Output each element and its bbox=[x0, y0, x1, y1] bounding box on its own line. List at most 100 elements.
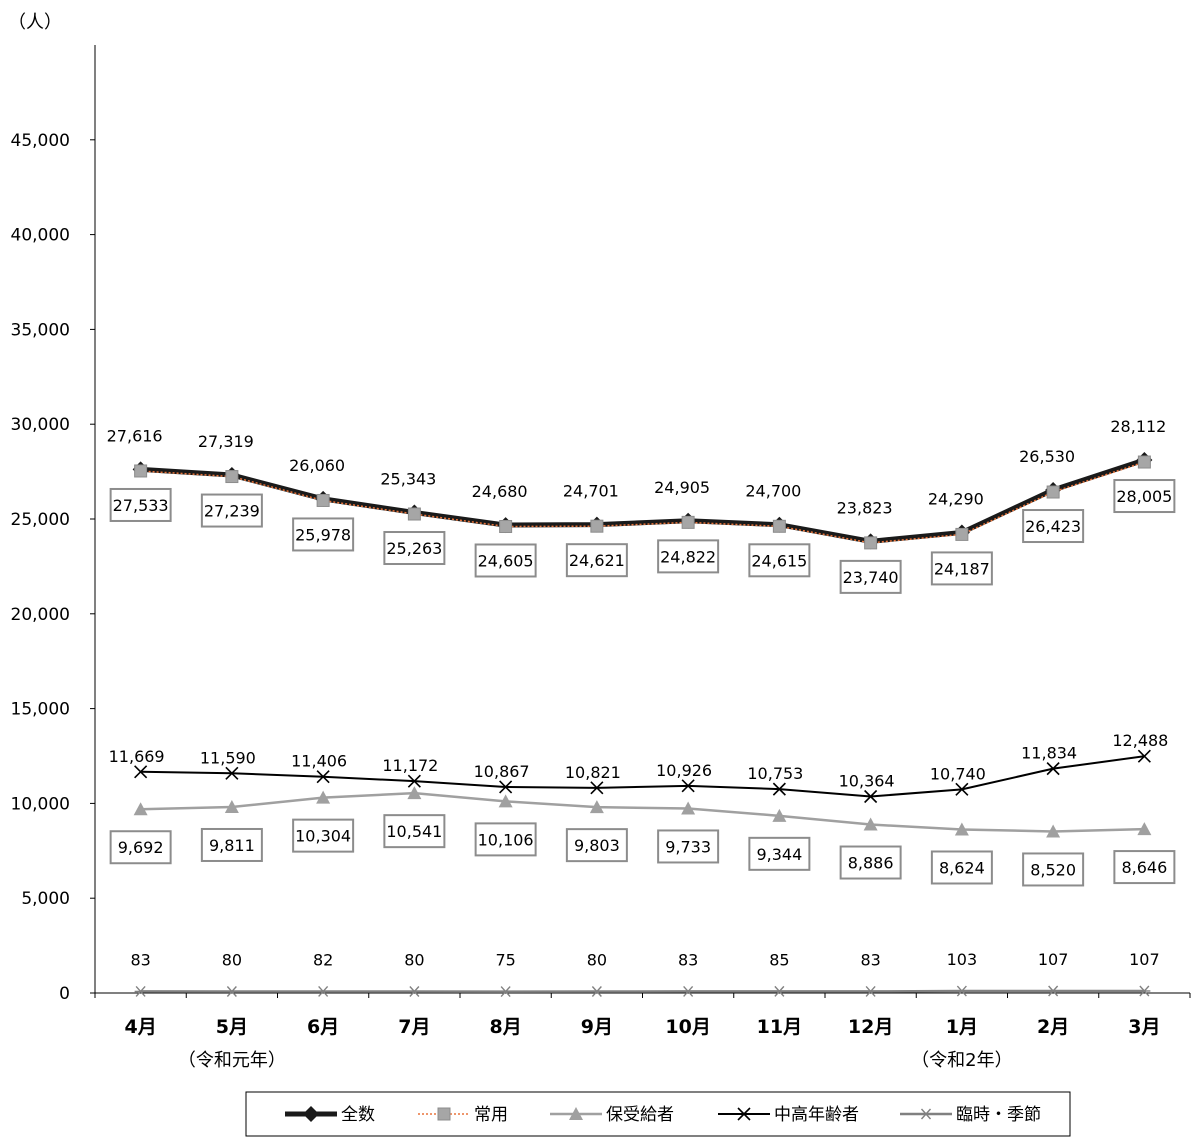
data-point bbox=[955, 985, 968, 997]
y-tick-label: 10,000 bbox=[11, 794, 70, 814]
x-tick-label: 10月 bbox=[665, 1016, 710, 1038]
data-point bbox=[408, 986, 421, 997]
data-point bbox=[864, 789, 878, 804]
data-label-boxed: 24,187 bbox=[930, 551, 993, 586]
data-label: 10,304 bbox=[295, 827, 351, 846]
x-tick-label: 6月 bbox=[307, 1016, 339, 1038]
legend-label: 保受給者 bbox=[606, 1105, 674, 1125]
data-point bbox=[225, 986, 238, 997]
series-layer bbox=[132, 451, 1153, 998]
data-label-boxed: 25,978 bbox=[292, 517, 355, 552]
y-tick-label: 35,000 bbox=[11, 320, 70, 340]
data-label: 11,172 bbox=[382, 756, 438, 775]
data-label-boxed: 9,692 bbox=[109, 830, 172, 865]
series-line bbox=[140, 989, 1145, 993]
data-point bbox=[407, 774, 421, 788]
data-label-boxed: 9,344 bbox=[748, 836, 811, 871]
data-label: 8,886 bbox=[848, 854, 894, 873]
data-point bbox=[499, 986, 512, 998]
data-label: 10,867 bbox=[474, 762, 530, 781]
data-label-boxed: 8,520 bbox=[1022, 852, 1085, 887]
x-axis: 4月 5月 6月 7月 8月 9月 10月 11月 12月 1月 2月 3月 （令和元年） （令和2年） bbox=[94, 992, 1191, 1071]
legend-marker bbox=[737, 1107, 751, 1121]
data-label: 28,112 bbox=[1110, 417, 1166, 436]
data-label: 23,740 bbox=[843, 568, 899, 587]
y-unit-label: （人） bbox=[8, 12, 62, 33]
data-label: 80 bbox=[404, 950, 424, 969]
data-label: 28,005 bbox=[1116, 487, 1172, 506]
data-point bbox=[590, 986, 603, 997]
legend-item: 臨時・季節 bbox=[900, 1105, 1041, 1125]
data-label: 10,753 bbox=[747, 764, 803, 783]
data-point bbox=[1137, 455, 1151, 469]
data-label-boxed: 28,005 bbox=[1113, 479, 1176, 514]
data-label-boxed: 24,615 bbox=[748, 543, 811, 578]
data-label: 75 bbox=[495, 951, 515, 970]
data-point bbox=[316, 790, 331, 804]
data-label-boxed: 10,106 bbox=[474, 822, 537, 857]
data-point bbox=[682, 985, 695, 997]
series-line bbox=[140, 457, 1146, 544]
y-tick-label: 20,000 bbox=[11, 605, 70, 625]
data-label: 83 bbox=[130, 950, 150, 969]
legend: 全数 常用 保受給者 中高年齢者 臨時・季節 bbox=[245, 1091, 1071, 1137]
x-tick-label: 11月 bbox=[757, 1016, 802, 1038]
data-label: 11,834 bbox=[1021, 744, 1077, 763]
data-label-boxed: 8,646 bbox=[1113, 850, 1176, 885]
data-point bbox=[498, 794, 513, 808]
data-point bbox=[316, 493, 330, 507]
x-tick-label: 9月 bbox=[581, 1016, 613, 1038]
data-label-boxed: 23,740 bbox=[839, 559, 902, 594]
data-label: 10,364 bbox=[839, 771, 895, 790]
series-保受給者 bbox=[133, 786, 1152, 838]
series-line bbox=[140, 755, 1145, 798]
data-point bbox=[1046, 485, 1060, 499]
data-label: 9,692 bbox=[118, 838, 164, 857]
data-point bbox=[224, 799, 239, 813]
legend-item: 中高年齢者 bbox=[718, 1105, 859, 1125]
data-point bbox=[407, 786, 422, 800]
data-point bbox=[1138, 985, 1151, 997]
data-label: 85 bbox=[769, 950, 789, 969]
data-point bbox=[407, 507, 421, 521]
series-臨時・季節 bbox=[134, 985, 1151, 998]
y-tick-label: 25,000 bbox=[11, 510, 70, 530]
series-常用 bbox=[134, 455, 1151, 550]
data-point bbox=[499, 519, 513, 533]
data-labels: 27,616 27,319 26,060 25,343 24,680 24,701 24,9… bbox=[107, 417, 1176, 970]
data-label-boxed: 24,621 bbox=[565, 543, 628, 578]
data-point bbox=[772, 782, 786, 796]
data-label: 11,669 bbox=[109, 747, 165, 766]
data-label: 25,343 bbox=[380, 469, 436, 488]
data-point bbox=[681, 801, 696, 815]
legend-marker bbox=[437, 1107, 451, 1121]
legend-marker bbox=[303, 1106, 319, 1122]
legend-label: 全数 bbox=[341, 1105, 375, 1125]
data-point bbox=[134, 765, 148, 779]
data-label: 83 bbox=[860, 950, 880, 969]
data-label-boxed: 24,822 bbox=[657, 539, 720, 574]
data-point bbox=[499, 780, 513, 794]
data-point bbox=[864, 985, 877, 997]
data-point bbox=[681, 515, 695, 529]
data-label: 107 bbox=[1038, 950, 1069, 969]
data-label: 25,978 bbox=[295, 525, 351, 544]
legend-label: 臨時・季節 bbox=[956, 1105, 1041, 1125]
x-tick-label: 1月 bbox=[946, 1016, 978, 1038]
data-point bbox=[955, 527, 969, 541]
series-line bbox=[140, 791, 1145, 833]
data-label: 27,319 bbox=[198, 432, 254, 451]
data-label: 26,530 bbox=[1019, 447, 1075, 466]
legend-item: 常用 bbox=[418, 1105, 508, 1125]
data-point bbox=[864, 536, 878, 550]
x-tick-label: 3月 bbox=[1128, 1016, 1160, 1038]
data-label-boxed: 27,533 bbox=[109, 487, 172, 522]
data-label-boxed: 27,239 bbox=[200, 493, 263, 528]
data-label: 80 bbox=[587, 950, 607, 969]
y-tick-label: 40,000 bbox=[11, 226, 70, 246]
data-label: 8,624 bbox=[939, 858, 985, 877]
data-label: 27,616 bbox=[107, 426, 163, 445]
data-label-boxed: 9,733 bbox=[657, 829, 720, 864]
data-point bbox=[1046, 824, 1061, 838]
data-label: 103 bbox=[947, 950, 978, 969]
